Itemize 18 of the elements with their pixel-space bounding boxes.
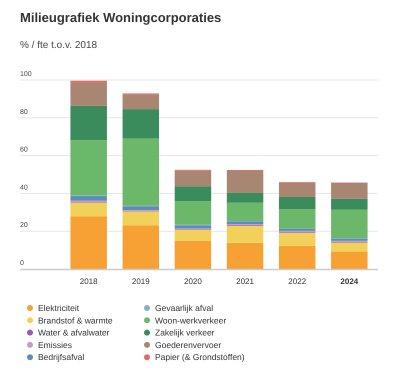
x-tick-label: 2018 — [80, 277, 98, 286]
y-axis-title: % / fte t.o.v. 2018 — [20, 40, 98, 51]
x-tick-label: 2022 — [288, 277, 307, 286]
legend-label: Water & afvalwater — [38, 328, 110, 338]
legend-label: Elektriciteit — [38, 303, 80, 313]
legend-label: Woon-werkverkeer — [155, 315, 226, 326]
x-tick-label: 2020 — [184, 277, 202, 286]
x-tick-label: 2024 — [340, 277, 359, 286]
legend-label: Zakelijk verkeer — [155, 328, 215, 338]
x-tick-label: 2021 — [236, 277, 255, 286]
legend-label: Bedrijfsafval — [38, 352, 84, 362]
legend-label: Goederenvervoer — [155, 340, 222, 350]
chart-title: Milieugrafiek Woningcorporaties — [20, 10, 222, 25]
legend-label: Emissies — [38, 340, 72, 350]
legend-label: Papier (& Grondstoffen) — [155, 352, 245, 362]
legend-label: Brandstof & warmte — [38, 315, 113, 326]
legend-label: Gevaarlijk afval — [155, 303, 214, 313]
x-tick-label: 2019 — [132, 277, 150, 286]
